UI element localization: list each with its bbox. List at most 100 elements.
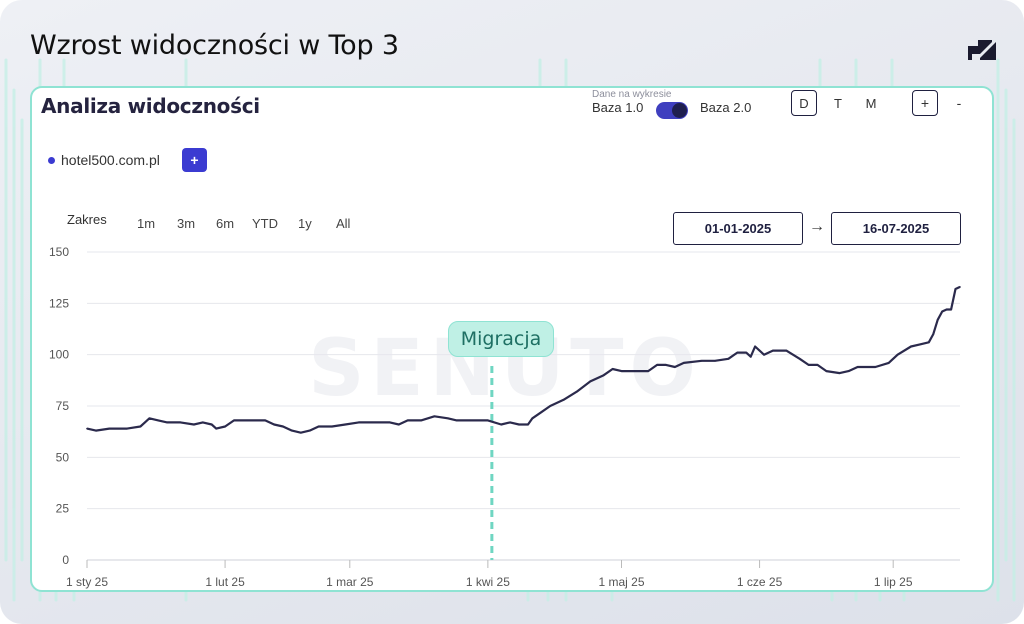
data-point	[656, 364, 658, 366]
data-point	[887, 362, 890, 364]
data-point	[469, 419, 471, 422]
zoom-out-button[interactable]: -	[956, 95, 962, 111]
y-tick-label: 150	[49, 245, 69, 259]
x-tick-label: 1 mar 25	[326, 575, 374, 589]
data-point	[531, 417, 534, 420]
data-point	[576, 390, 578, 393]
date-range-arrow: →	[809, 218, 825, 235]
data-point	[736, 351, 739, 354]
data-point	[273, 423, 275, 426]
data-point	[179, 421, 182, 424]
data-base-toggle[interactable]	[656, 102, 688, 119]
data-point	[95, 429, 97, 432]
data-point	[856, 366, 859, 368]
domain-color-dot	[48, 156, 55, 164]
data-point	[700, 360, 703, 362]
x-tick-label: 1 sty 25	[66, 575, 108, 589]
data-point	[602, 374, 605, 377]
data-point	[910, 345, 912, 348]
data-point	[291, 429, 293, 432]
data-point	[406, 419, 409, 422]
range-option-3m[interactable]: 3m	[177, 216, 196, 231]
toggle-knob	[672, 103, 687, 118]
y-tick-label: 50	[56, 450, 70, 464]
data-point	[620, 370, 623, 372]
data-point	[634, 370, 636, 372]
data-point	[397, 423, 400, 426]
data-point	[148, 417, 151, 420]
data-point	[527, 423, 529, 426]
data-point	[847, 370, 850, 372]
y-tick-label: 125	[49, 296, 69, 310]
data-point	[144, 421, 146, 424]
x-tick-label: 1 lip 25	[874, 575, 913, 589]
data-point	[299, 431, 302, 434]
data-point	[357, 421, 360, 424]
data-point	[210, 423, 213, 426]
data-point	[157, 419, 160, 422]
data-point	[215, 427, 217, 430]
add-domain-button[interactable]: +	[182, 148, 207, 172]
range-option-1y[interactable]: 1y	[298, 216, 312, 231]
data-point	[433, 415, 436, 418]
data-point	[714, 360, 716, 362]
range-option-all[interactable]: All	[336, 216, 351, 231]
data-point	[264, 419, 266, 422]
data-point	[509, 421, 511, 424]
data-point	[683, 362, 685, 364]
data-point	[193, 423, 195, 426]
data-point	[745, 351, 748, 354]
data-point	[139, 425, 142, 428]
data-point	[816, 364, 819, 366]
data-point	[446, 417, 449, 420]
migration-annotation-label: Migracja	[448, 321, 554, 357]
x-tick-label: 1 lut 25	[205, 575, 245, 589]
data-point	[202, 421, 204, 424]
data-point	[308, 429, 311, 432]
brand-logo-icon	[968, 40, 996, 60]
data-point	[665, 364, 667, 366]
data-point	[874, 366, 877, 368]
zoom-in-button[interactable]: +	[912, 90, 938, 116]
domain-name: hotel500.com.pl	[61, 152, 160, 168]
period-button-week[interactable]: T	[834, 95, 842, 111]
data-point	[941, 310, 943, 313]
range-option-1m[interactable]: 1m	[137, 216, 156, 231]
y-tick-label: 75	[56, 399, 70, 413]
series-line	[86, 285, 961, 434]
base2-label: Baza 2.0	[700, 100, 752, 115]
data-point	[371, 421, 373, 424]
data-point	[896, 353, 899, 356]
data-point	[838, 372, 841, 374]
date-to-field[interactable]: 16-07-2025	[831, 212, 961, 245]
data-point	[825, 370, 828, 372]
y-tick-label: 100	[49, 348, 69, 362]
data-point	[754, 345, 756, 348]
data-point	[317, 425, 320, 428]
domain-legend-item[interactable]: hotel500.com.pl	[48, 152, 160, 168]
data-point	[647, 370, 650, 372]
data-point	[798, 357, 801, 360]
data-point	[936, 318, 939, 321]
data-point	[950, 308, 952, 311]
range-option-ytd[interactable]: YTD	[252, 216, 278, 231]
data-point	[785, 349, 788, 352]
x-tick-label: 1 kwi 25	[466, 575, 510, 589]
date-from-field[interactable]: 01-01-2025	[673, 212, 803, 245]
y-tick-label: 25	[56, 502, 70, 516]
data-point	[246, 419, 249, 422]
period-button-month[interactable]: M	[865, 95, 877, 111]
data-point	[126, 427, 128, 430]
data-point	[674, 366, 676, 368]
data-point	[389, 421, 391, 424]
period-button-day[interactable]: D	[791, 90, 817, 116]
data-point	[86, 427, 88, 430]
data-point	[344, 423, 347, 426]
range-option-6m[interactable]: 6m	[216, 216, 235, 231]
data-point	[166, 421, 168, 424]
data-point	[954, 288, 957, 290]
data-point	[807, 364, 810, 366]
y-tick-label: 0	[62, 553, 69, 567]
data-point	[224, 425, 226, 428]
